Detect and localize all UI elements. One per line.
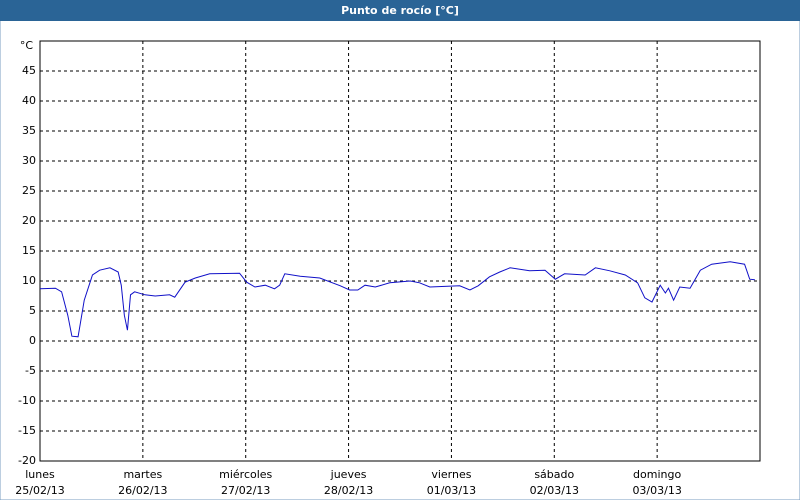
data-line (39, 261, 755, 338)
x-tick-label: viernes (431, 468, 471, 481)
y-tick-label: -20 (18, 454, 36, 467)
y-unit: °C (20, 39, 34, 52)
x-tick-label: domingo (633, 468, 681, 481)
y-tick-label: 35 (22, 124, 36, 137)
x-tick-label: 25/02/13 (15, 484, 64, 497)
x-tick-label: martes (123, 468, 162, 481)
y-tick-label: -5 (25, 364, 36, 377)
x-tick-label: 01/03/13 (427, 484, 476, 497)
x-tick-label: 03/03/13 (632, 484, 681, 497)
x-tick-label: lunes (25, 468, 55, 481)
x-tick-label: 26/02/13 (118, 484, 167, 497)
x-tick-label: 02/03/13 (530, 484, 579, 497)
y-tick-label: 10 (22, 274, 36, 287)
x-tick-label: 27/02/13 (221, 484, 270, 497)
y-tick-label: 40 (22, 94, 36, 107)
x-tick-label: jueves (330, 468, 367, 481)
y-tick-label: -10 (18, 394, 36, 407)
x-tick-label: miércoles (219, 468, 272, 481)
y-tick-label: 20 (22, 214, 36, 227)
title-bar (0, 0, 800, 21)
x-tick-label: sábado (534, 468, 574, 481)
y-tick-label: 30 (22, 154, 36, 167)
chart-title: Punto de rocío [°C] (341, 4, 459, 17)
y-tick-label: 25 (22, 184, 36, 197)
y-tick-label: -15 (18, 424, 36, 437)
y-tick-label: 45 (22, 64, 36, 77)
y-tick-label: 15 (22, 244, 36, 257)
x-tick-label: 28/02/13 (324, 484, 373, 497)
y-tick-label: 5 (29, 304, 36, 317)
y-tick-label: 0 (29, 334, 36, 347)
